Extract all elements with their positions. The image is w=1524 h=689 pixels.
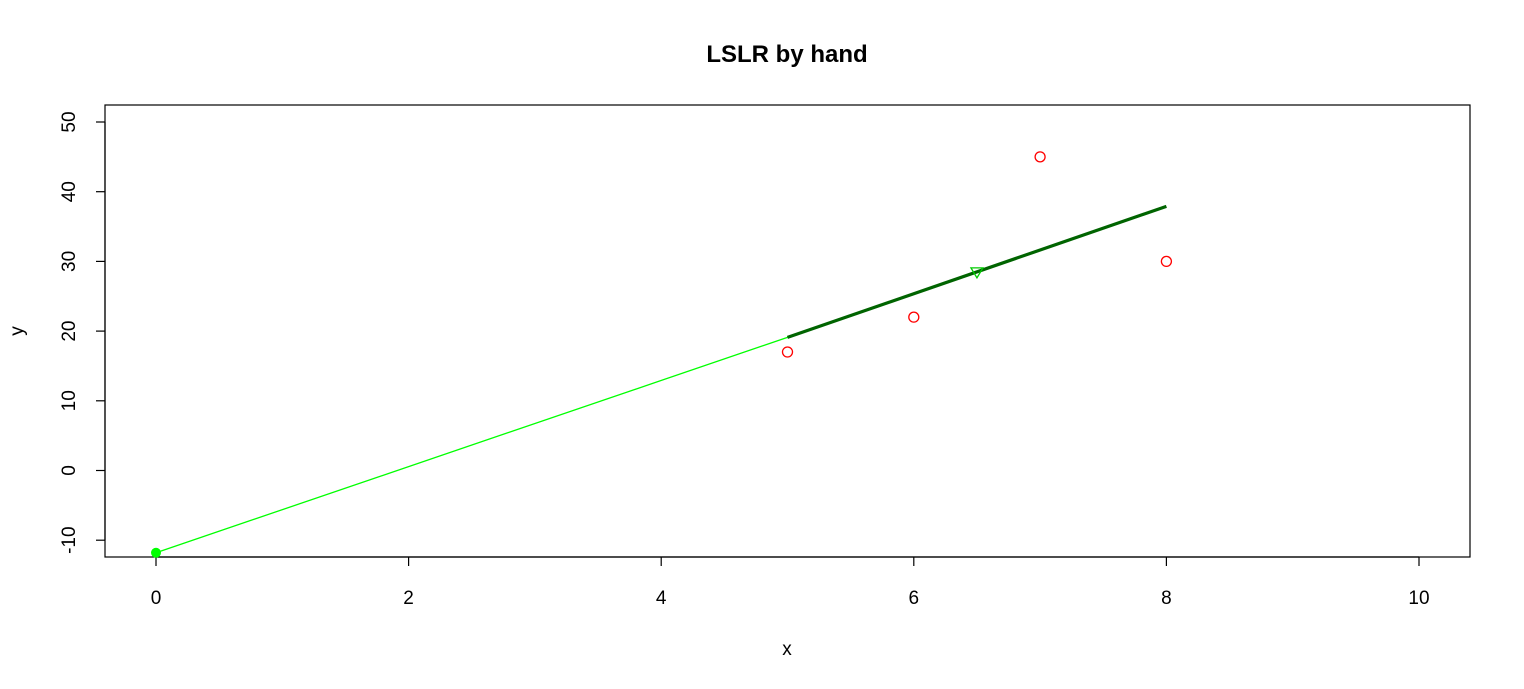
y-axis-label: y bbox=[7, 326, 28, 336]
y-axis: -10 0 10 20 30 40 50 bbox=[59, 111, 106, 554]
data-point bbox=[908, 311, 920, 323]
x-tick-label: 6 bbox=[909, 588, 920, 609]
extended-regression-line bbox=[155, 336, 788, 554]
plot-marks bbox=[151, 151, 1173, 558]
intercept-point bbox=[151, 547, 161, 558]
x-tick-label: 4 bbox=[656, 588, 667, 609]
data-point bbox=[781, 346, 794, 358]
y-tick-label: 50 bbox=[59, 111, 80, 132]
mean-point-marker bbox=[969, 267, 985, 280]
data-point bbox=[1160, 255, 1173, 268]
x-tick-label: 2 bbox=[403, 588, 414, 609]
y-tick-label: 20 bbox=[59, 321, 80, 342]
x-tick-label: 10 bbox=[1408, 588, 1429, 609]
data-point bbox=[1034, 151, 1046, 163]
fit-line bbox=[786, 204, 1167, 339]
y-tick-label: 10 bbox=[59, 390, 80, 411]
y-tick-label: 30 bbox=[59, 251, 80, 272]
y-tick-label: -10 bbox=[59, 526, 80, 553]
y-tick-label: 0 bbox=[59, 465, 80, 476]
x-tick-label: 8 bbox=[1161, 588, 1172, 609]
x-axis-label: x bbox=[782, 639, 792, 660]
x-axis: 0 2 4 6 8 10 bbox=[151, 556, 1430, 609]
y-tick-label: 40 bbox=[59, 181, 80, 202]
x-tick-label: 0 bbox=[151, 588, 162, 609]
chart-title: LSLR by hand bbox=[706, 41, 867, 68]
plot-frame bbox=[104, 104, 1471, 558]
